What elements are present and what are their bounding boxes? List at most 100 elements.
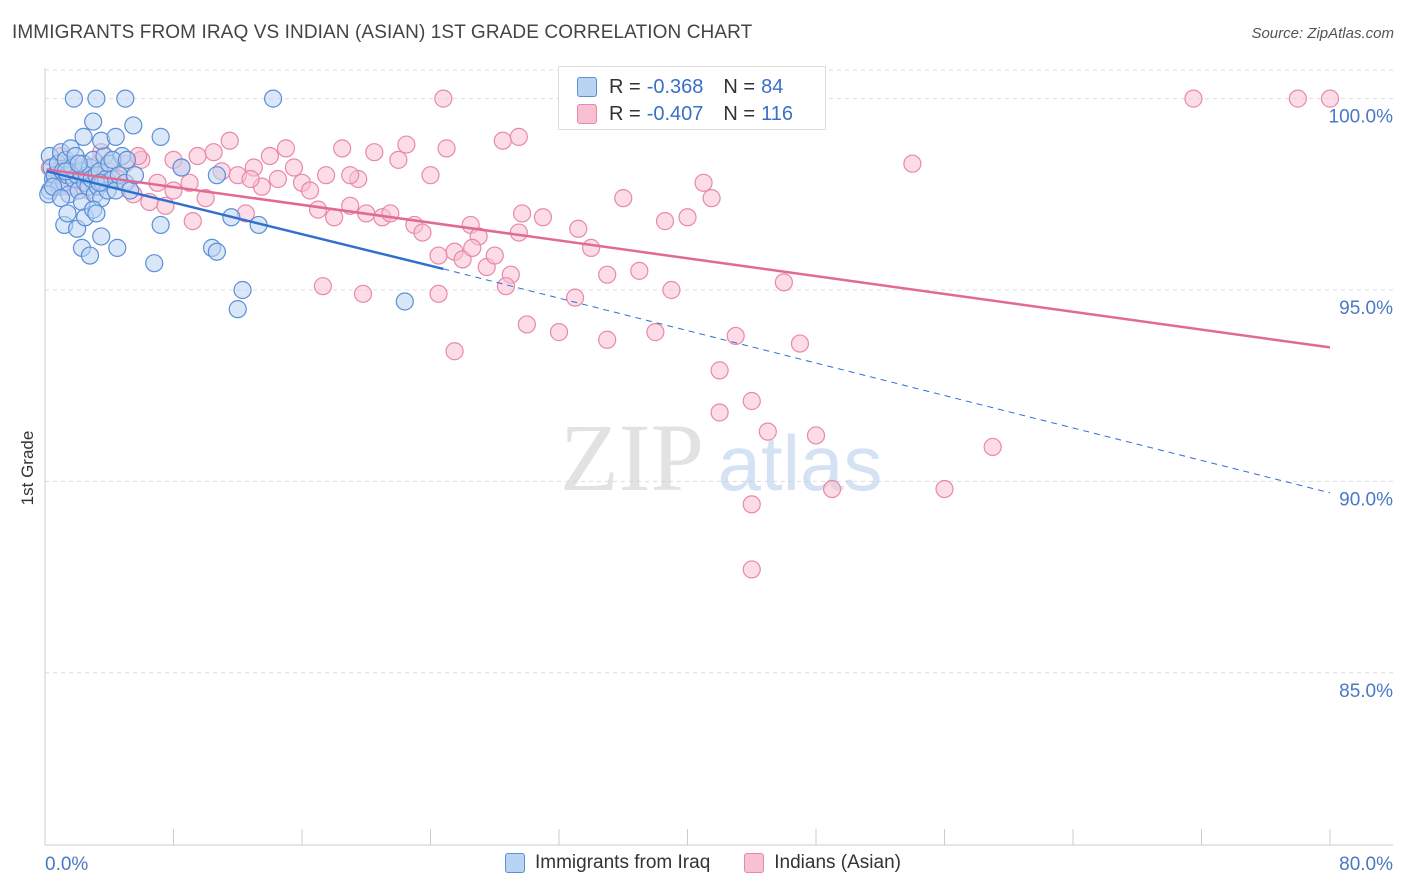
stats-legend: R = -0.368 N = 84 R = -0.407 N = 116 (558, 66, 826, 130)
indians-asian-point (397, 135, 416, 154)
indians-asian-point (646, 323, 665, 342)
x-tick-label-min: 0.0% (45, 854, 88, 875)
legend-swatch-indians (744, 853, 765, 873)
iraq-r-value: -0.368 (646, 75, 704, 98)
indians-asian-point (333, 139, 352, 158)
indians-asian-point (512, 204, 532, 223)
indians-asian-point (549, 323, 569, 342)
iraq-point (207, 166, 226, 185)
indians-asian-point (1184, 89, 1203, 108)
iraq-point (51, 189, 71, 208)
x-tick-labels: 0.0% 80.0% (45, 854, 1393, 875)
indians-asian-point (509, 223, 528, 242)
indians-asian-point (365, 143, 384, 162)
legend-swatch-iraq (505, 853, 525, 873)
indians-asian-point (496, 277, 516, 296)
indians-asian-point (822, 479, 842, 499)
indians-asian-point (903, 154, 922, 173)
iraq-points (39, 89, 414, 319)
indians-asian-point (614, 189, 633, 208)
indians-asian-point (1288, 89, 1307, 108)
indians-asian-point (598, 265, 617, 284)
iraq-point (145, 254, 164, 273)
indians-asian-point (381, 204, 400, 223)
indians-asian-point (268, 169, 288, 189)
iraq-n-value: 84 (761, 75, 784, 98)
indians-asian-point (429, 284, 448, 303)
indians-asian-point (517, 315, 536, 334)
iraq-point (172, 158, 191, 177)
iraq-point (151, 127, 170, 146)
indians-r-label: R = (609, 102, 641, 125)
indians-asian-point (164, 181, 183, 200)
indians-asian-point (662, 280, 681, 300)
indians-asian-point (790, 334, 810, 353)
indians-asian-point (774, 273, 793, 292)
chart-source: Source: ZipAtlas.com (1251, 25, 1394, 42)
legend-item-indians[interactable]: Indians (Asian) (744, 852, 901, 874)
trend-lines (46, 168, 1331, 494)
legend-label-iraq: Immigrants from Iraq (535, 852, 711, 873)
indians-asian-point (183, 212, 202, 231)
indians-asian-point (533, 208, 553, 227)
iraq-point (117, 150, 137, 169)
watermark-atlas: atlas (718, 419, 883, 507)
watermark: ZIP atlas (560, 404, 882, 511)
indians-asian-point (742, 391, 761, 411)
indians-asian-point (678, 208, 697, 227)
indians-asian-point (806, 426, 826, 445)
stats-row-indians: R = -0.407 N = 116 (577, 101, 793, 127)
indians-asian-point (694, 173, 713, 192)
stats-row-iraq: R = -0.368 N = 84 (577, 74, 783, 100)
indians-swatch (577, 104, 597, 124)
iraq-point (69, 154, 88, 173)
indians-asian-point (180, 173, 199, 192)
iraq-point (80, 246, 100, 265)
watermark-zip: ZIP (560, 404, 704, 511)
indians-asian-point (188, 146, 207, 166)
indians-asian-point (316, 166, 336, 185)
indians-asian-point (421, 166, 440, 185)
indians-asian-point (655, 212, 675, 231)
indians-asian-point (710, 361, 729, 380)
iraq-point (125, 166, 145, 185)
indians-asian-point (220, 131, 239, 150)
iraq-point (92, 227, 111, 246)
chart-title: IMMIGRANTS FROM IRAQ VS INDIAN (ASIAN) 1… (12, 22, 753, 43)
iraq-point (233, 280, 252, 300)
indians-asian-point (582, 238, 601, 257)
indians-asian-point (493, 131, 512, 150)
indians-asian-point (485, 246, 504, 265)
indians-asian-point (726, 326, 745, 346)
iraq-point (87, 204, 106, 223)
iraq-point (58, 204, 77, 223)
indians-asian-point (569, 219, 588, 238)
indians-asian-point (341, 166, 360, 185)
indians-asian-point (463, 238, 482, 257)
iraq-point (207, 242, 226, 261)
iraq-point (74, 127, 93, 146)
indians-asian-point (413, 223, 432, 242)
indians-r-value: -0.407 (646, 102, 704, 125)
indians-asian-point (434, 89, 453, 108)
iraq-point (64, 89, 84, 108)
indians-asian-point (429, 246, 448, 265)
iraq-point (151, 215, 170, 235)
indians-asian-point (598, 330, 617, 349)
iraq-point (84, 112, 103, 131)
indians-asian-point (1320, 89, 1340, 108)
y-tick-label: 100.0% (1329, 107, 1394, 128)
indians-asian-point (742, 560, 761, 579)
indians-asian-point (437, 139, 456, 158)
indians-asian-point (630, 261, 649, 280)
indians-asian-point (300, 181, 320, 200)
indians-asian-point (276, 139, 296, 158)
y-tick-label: 95.0% (1339, 298, 1393, 319)
indians-asian-point (935, 479, 954, 499)
indians-asian-point (445, 342, 464, 361)
iraq-point (106, 127, 125, 146)
legend-item-iraq[interactable]: Immigrants from Iraq (505, 852, 710, 874)
y-tick-label: 85.0% (1339, 681, 1393, 702)
iraq-swatch (577, 77, 597, 97)
indians-asian-point (983, 437, 1002, 457)
